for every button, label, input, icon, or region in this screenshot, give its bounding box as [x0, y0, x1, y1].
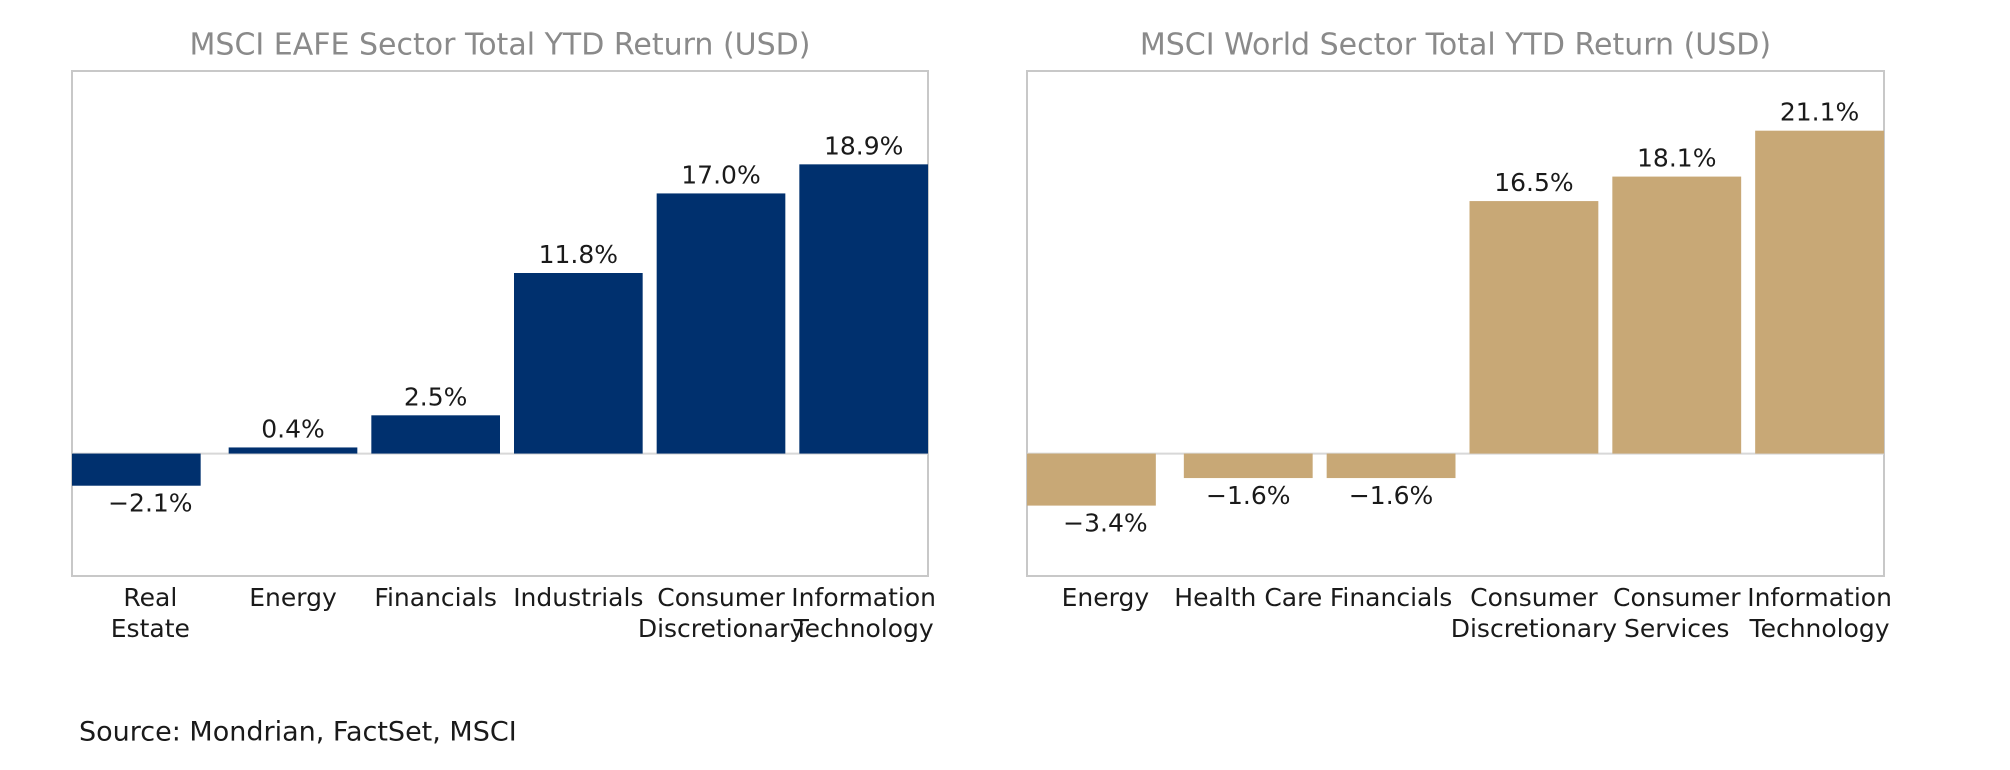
value-label: 16.5%: [1494, 168, 1573, 197]
bar: [656, 193, 786, 454]
x-tick-label: Financials: [1330, 583, 1453, 612]
bar: [1755, 130, 1884, 454]
bar: [1612, 176, 1742, 454]
value-label: −3.4%: [1063, 509, 1147, 538]
x-tick-label: Information Technology: [1747, 583, 1892, 643]
bar: [72, 453, 201, 486]
x-tick-label: Industrials: [513, 583, 643, 612]
value-label: −1.6%: [1206, 481, 1290, 510]
bar: [1469, 201, 1599, 454]
x-tick-label: Consumer Discretionary: [638, 583, 805, 643]
bar: [371, 415, 500, 454]
value-label: 11.8%: [539, 240, 618, 269]
value-label: 18.1%: [1637, 144, 1716, 173]
x-tick-label: Health Care: [1174, 583, 1322, 612]
chart-title: MSCI EAFE Sector Total YTD Return (USD): [190, 28, 811, 63]
bar: [1326, 453, 1456, 479]
bar: [799, 164, 928, 454]
value-label: −1.6%: [1349, 481, 1433, 510]
bar: [514, 273, 643, 454]
value-label: 17.0%: [681, 160, 760, 189]
value-label: 21.1%: [1780, 98, 1859, 127]
x-tick-label: Energy: [249, 583, 337, 612]
value-label: 18.9%: [824, 131, 903, 160]
x-tick-label: Real Estate: [111, 583, 190, 643]
bar: [228, 447, 358, 454]
source-note: Source: Mondrian, FactSet, MSCI: [79, 717, 517, 748]
bar: [1027, 453, 1156, 506]
x-tick-label: Information Technology: [791, 583, 936, 643]
x-tick-label: Consumer Services: [1613, 583, 1741, 643]
x-tick-label: Consumer Discretionary: [1451, 583, 1618, 643]
x-tick-label: Energy: [1062, 583, 1150, 612]
chart-title: MSCI World Sector Total YTD Return (USD): [1140, 28, 1771, 63]
value-label: −2.1%: [108, 489, 192, 518]
value-label: 0.4%: [261, 414, 325, 443]
x-tick-label: Financials: [374, 583, 497, 612]
value-label: 2.5%: [404, 382, 468, 411]
bar: [1183, 453, 1313, 479]
